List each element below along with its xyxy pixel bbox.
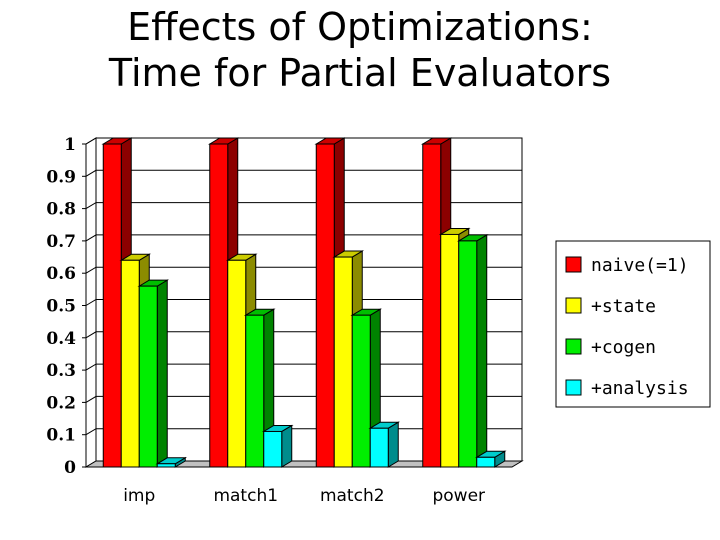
legend-swatch <box>565 338 582 355</box>
legend-swatch <box>565 297 582 314</box>
bar-match1-+analysis <box>261 424 294 468</box>
gridline <box>85 202 522 210</box>
bars <box>101 137 507 468</box>
chart-title-line-2: Time for Partial Evaluators <box>108 51 612 95</box>
x-tick-label: power <box>432 486 485 506</box>
bar-power-+analysis <box>474 450 507 468</box>
y-tick-label: 0.2 <box>46 393 76 413</box>
legend-label: +analysis <box>591 378 689 399</box>
y-tick-label: 0.3 <box>46 361 76 381</box>
x-axis-tick-labels: imp match1 match2 power <box>123 486 485 506</box>
gridline <box>85 299 522 306</box>
bar-imp-+cogen <box>137 279 170 468</box>
y-tick-label: 0.4 <box>46 329 76 349</box>
legend-item: +state <box>565 296 656 317</box>
x-tick-label: match2 <box>320 486 385 506</box>
y-tick-label: 0.1 <box>46 426 76 446</box>
x-tick-label: match1 <box>213 486 278 506</box>
chart-title: Effects of Optimizations: Time for Parti… <box>0 0 720 96</box>
bar-match2-+analysis <box>368 421 401 468</box>
y-tick-label: 0.7 <box>46 232 76 252</box>
gridline <box>85 169 522 177</box>
gridline <box>85 137 522 145</box>
legend-item: naive(=1) <box>565 255 689 276</box>
legend-label: +state <box>591 296 656 317</box>
legend-box <box>555 240 711 408</box>
gridline <box>85 266 522 274</box>
legend-label: +cogen <box>591 337 656 358</box>
legend: naive(=1) +state +cogen +analysis <box>555 240 711 408</box>
bar-imp-+analysis <box>155 456 188 468</box>
bar-power-+cogen <box>456 234 489 468</box>
legend-swatch <box>565 379 582 396</box>
gridline <box>85 234 522 242</box>
y-tick-label: 0.6 <box>46 264 76 284</box>
y-tick-label: 0 <box>64 458 76 478</box>
y-tick-label: 0.8 <box>46 200 76 220</box>
legend-swatch <box>565 256 582 273</box>
y-tick-label: 0.5 <box>46 297 76 317</box>
legend-item: +analysis <box>565 378 689 399</box>
y-tick-label: 0.9 <box>46 167 76 187</box>
x-tick-label: imp <box>123 486 155 506</box>
legend-item: +cogen <box>565 337 656 358</box>
y-tick-label: 1 <box>64 135 76 155</box>
legend-label: naive(=1) <box>591 255 689 276</box>
chart-title-line-1: Effects of Optimizations: <box>127 5 593 49</box>
y-axis-tick-labels: 0 0.1 0.2 0.3 0.4 0.5 0.6 0.7 0.8 0.9 1 <box>46 135 76 478</box>
